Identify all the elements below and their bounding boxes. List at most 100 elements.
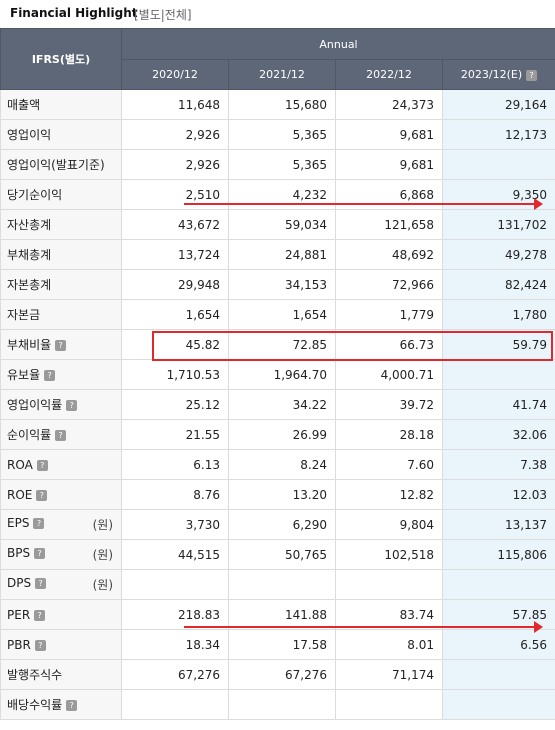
- value-cell: 67,276: [121, 659, 229, 690]
- corner-header: IFRS(별도): [0, 28, 122, 90]
- value-cell: 8.24: [228, 449, 336, 480]
- row-label-cell: 자본금: [0, 299, 122, 330]
- table-row: 영업이익 2,926 5,365 9,681 12,173: [0, 119, 555, 150]
- red-highlight-box: [152, 331, 553, 361]
- year-header: 2020/12: [121, 59, 229, 90]
- table-row: BPS? (원) 44,515 50,765 102,518 115,806: [0, 539, 555, 570]
- section-title: Financial Highlight: [10, 6, 138, 20]
- row-label: 부채비율: [7, 338, 52, 352]
- table-row: PER? 218.83 141.88 83.74 57.85: [0, 599, 555, 630]
- unit-label: (원): [92, 578, 113, 592]
- row-label: 매출액: [7, 98, 41, 112]
- row-label-cell: EPS? (원): [0, 509, 122, 540]
- table-row: 당기순이익 2,510 4,232 6,868 9,350: [0, 179, 555, 210]
- value-cell: 6.13: [121, 449, 229, 480]
- row-label-cell: 영업이익: [0, 119, 122, 150]
- year-label: 2023/12(E): [460, 68, 523, 81]
- value-cell: 141.88: [228, 599, 336, 630]
- row-label-cell: 부채총계: [0, 239, 122, 270]
- value-cell: 9,681: [335, 149, 443, 180]
- row-label-cell: BPS? (원): [0, 539, 122, 570]
- value-cell: 12.82: [335, 479, 443, 510]
- row-label: ROA: [7, 457, 33, 472]
- help-icon[interactable]: ?: [34, 639, 46, 651]
- value-cell: 6,290: [228, 509, 336, 540]
- value-cell: 7.38: [442, 449, 555, 480]
- value-cell: [335, 689, 443, 720]
- value-cell: 115,806: [442, 539, 555, 570]
- value-cell: 9,804: [335, 509, 443, 540]
- value-cell: 25.12: [121, 389, 229, 420]
- value-cell: 26.99: [228, 419, 336, 450]
- help-icon[interactable]: ?: [66, 700, 78, 711]
- value-cell: 1,780: [442, 299, 555, 330]
- value-cell: 5,365: [228, 149, 336, 180]
- table-row: 발행주식수 67,276 67,276 71,174: [0, 659, 555, 690]
- value-cell: 24,881: [228, 239, 336, 270]
- table-row: 자본금 1,654 1,654 1,779 1,780: [0, 299, 555, 330]
- year-header: 2021/12: [228, 59, 336, 90]
- value-cell: 13,137: [442, 509, 555, 540]
- help-icon[interactable]: ?: [66, 400, 78, 411]
- value-cell: 24,373: [335, 89, 443, 120]
- table-row: 영업이익(발표기준) 2,926 5,365 9,681: [0, 149, 555, 180]
- financial-highlight-table: IFRS(별도) Annual 2020/12 2021/12 2022/12 …: [0, 28, 555, 720]
- value-cell: 59.79: [442, 329, 555, 360]
- arrow-head-icon: [534, 621, 543, 633]
- value-cell: 48,692: [335, 239, 443, 270]
- value-cell: 2,926: [121, 119, 229, 150]
- help-icon[interactable]: ?: [36, 489, 48, 501]
- value-cell: 131,702: [442, 209, 555, 240]
- value-cell: 83.74: [335, 599, 443, 630]
- value-cell: 49,278: [442, 239, 555, 270]
- value-cell: 1,779: [335, 299, 443, 330]
- table-row: 영업이익률? 25.12 34.22 39.72 41.74: [0, 389, 555, 420]
- value-cell: 6,868: [335, 179, 443, 210]
- value-cell: 7.60: [335, 449, 443, 480]
- help-icon[interactable]: ?: [35, 578, 47, 589]
- value-cell: 4,000.71: [335, 359, 443, 390]
- help-icon[interactable]: ?: [526, 69, 538, 81]
- year-header-estimate: 2023/12(E)?: [442, 59, 555, 90]
- value-cell: 44,515: [121, 539, 229, 570]
- value-cell: 29,164: [442, 89, 555, 120]
- section-header: Financial Highlight [별도|전체]: [0, 0, 555, 27]
- help-icon[interactable]: ?: [34, 548, 46, 559]
- value-cell: [442, 149, 555, 180]
- row-label-cell: ROE?: [0, 479, 122, 510]
- value-cell: 18.34: [121, 629, 229, 660]
- value-cell: 45.82: [121, 329, 229, 360]
- value-cell: 15,680: [228, 89, 336, 120]
- row-label-cell: 매출액: [0, 89, 122, 120]
- row-label-cell: 배당수익률?: [0, 689, 122, 720]
- row-label: 유보율: [7, 368, 41, 382]
- value-cell: 41.74: [442, 389, 555, 420]
- table-row: ROE? 8.76 13.20 12.82 12.03: [0, 479, 555, 510]
- row-label-cell: 자본총계: [0, 269, 122, 300]
- row-label: EPS: [7, 516, 30, 530]
- table-body: 매출액 11,648 15,680 24,373 29,164 영업이익 2,926 5,36…: [0, 89, 555, 720]
- value-cell: [121, 689, 229, 720]
- help-icon[interactable]: ?: [44, 370, 56, 381]
- value-cell: 34,153: [228, 269, 336, 300]
- value-cell: 43,672: [121, 209, 229, 240]
- value-cell: 34.22: [228, 389, 336, 420]
- help-icon[interactable]: ?: [33, 518, 45, 529]
- help-icon[interactable]: ?: [36, 459, 48, 471]
- table-row: 자산총계 43,672 59,034 121,658 131,702: [0, 209, 555, 240]
- row-label-cell: ROA?: [0, 449, 122, 480]
- value-cell: 11,648: [121, 89, 229, 120]
- table-row: 유보율? 1,710.53 1,964.70 4,000.71: [0, 359, 555, 390]
- value-cell: 4,232: [228, 179, 336, 210]
- value-cell: 72.85: [228, 329, 336, 360]
- row-label: DPS: [7, 576, 32, 590]
- help-icon[interactable]: ?: [55, 340, 67, 351]
- row-label: PBR: [7, 637, 31, 652]
- help-icon[interactable]: ?: [55, 430, 67, 441]
- table-row: 순이익률? 21.55 26.99 28.18 32.06: [0, 419, 555, 450]
- help-icon[interactable]: ?: [34, 609, 46, 621]
- row-label-cell: 부채비율?: [0, 329, 122, 360]
- value-cell: 2,926: [121, 149, 229, 180]
- row-label: 영업이익률: [7, 398, 63, 412]
- scope-tabs[interactable]: [별도|전체]: [134, 8, 192, 22]
